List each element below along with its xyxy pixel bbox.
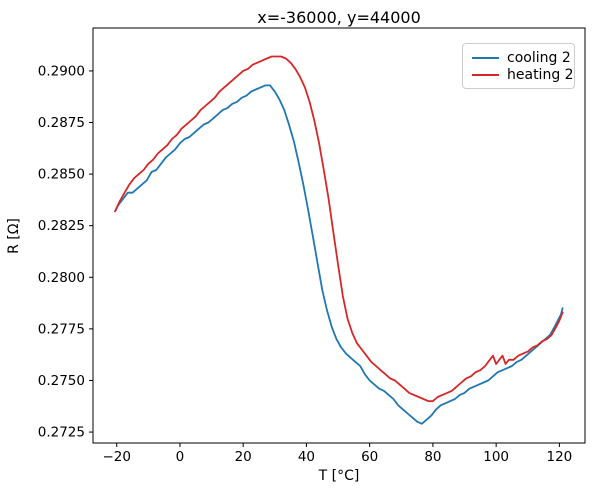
x-tick-label: 120 — [546, 449, 572, 465]
x-tick-label: 80 — [424, 449, 441, 465]
x-tick-label: 100 — [483, 449, 509, 465]
y-axis-label: R [Ω] — [6, 218, 22, 254]
series-line-heating-2 — [114, 55, 564, 403]
y-tick-label: 0.2800 — [38, 270, 85, 286]
x-tick-label: 40 — [298, 449, 315, 465]
y-tick-label: 0.2850 — [38, 167, 85, 183]
series-line-cooling-2 — [114, 84, 564, 425]
legend-line-sample-heating — [472, 73, 499, 76]
legend-label-heating: heating 2 — [507, 66, 574, 83]
y-tick-label: 0.2725 — [38, 425, 85, 441]
y-tick-label: 0.2750 — [38, 373, 85, 389]
x-tick-label: 20 — [235, 449, 252, 465]
legend: cooling 2 heating 2 — [462, 43, 575, 89]
chart-title: x=-36000, y=44000 — [257, 8, 421, 27]
x-tick-label: −20 — [102, 449, 131, 465]
x-tick-label: 60 — [361, 449, 378, 465]
y-tick-label: 0.2900 — [38, 63, 85, 79]
legend-line-sample-cooling — [472, 56, 499, 59]
legend-entry-cooling: cooling 2 — [472, 49, 571, 66]
x-axis-label: T [°C] — [318, 468, 360, 484]
y-tick-label: 0.2825 — [38, 218, 85, 234]
x-tick-label: 0 — [176, 449, 185, 465]
y-tick-label: 0.2775 — [38, 321, 85, 337]
legend-entry-heating: heating 2 — [472, 66, 574, 83]
y-tick-label: 0.2875 — [38, 115, 85, 131]
axes-spines — [92, 27, 586, 444]
legend-label-cooling: cooling 2 — [507, 49, 571, 66]
